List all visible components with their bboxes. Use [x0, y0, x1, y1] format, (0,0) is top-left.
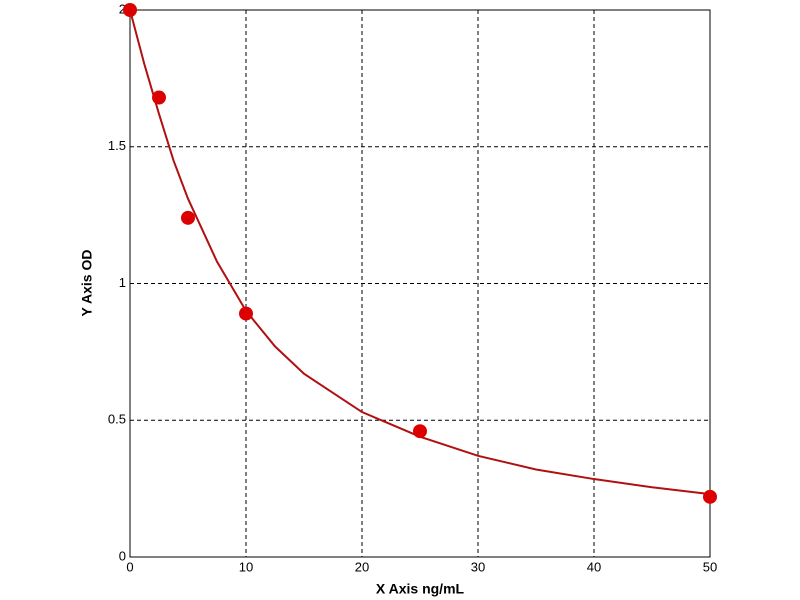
y-tick-label: 1.5: [108, 138, 126, 153]
data-point: [703, 489, 717, 504]
x-tick-label: 40: [587, 559, 601, 574]
x-tick-label: 30: [471, 559, 485, 574]
x-tick-label: 50: [703, 559, 717, 574]
x-tick-label: 0: [126, 559, 133, 574]
x-axis-title: X Axis ng/mL: [376, 581, 465, 597]
fit-curve: [129, 9, 711, 496]
data-point: [239, 306, 253, 321]
y-tick-label: 2: [119, 1, 126, 16]
data-point: [123, 3, 137, 17]
data-point: [152, 90, 166, 105]
x-tick-label: 10: [239, 559, 253, 574]
data-point: [413, 424, 427, 439]
plot-border: [129, 9, 711, 558]
data-point: [181, 210, 195, 225]
y-tick-label: 1: [119, 275, 126, 290]
y-tick-label: 0.5: [108, 412, 126, 427]
y-tick-label: 0: [119, 548, 126, 563]
x-tick-label: 20: [355, 559, 369, 574]
y-axis-title: Y Axis OD: [79, 250, 95, 317]
